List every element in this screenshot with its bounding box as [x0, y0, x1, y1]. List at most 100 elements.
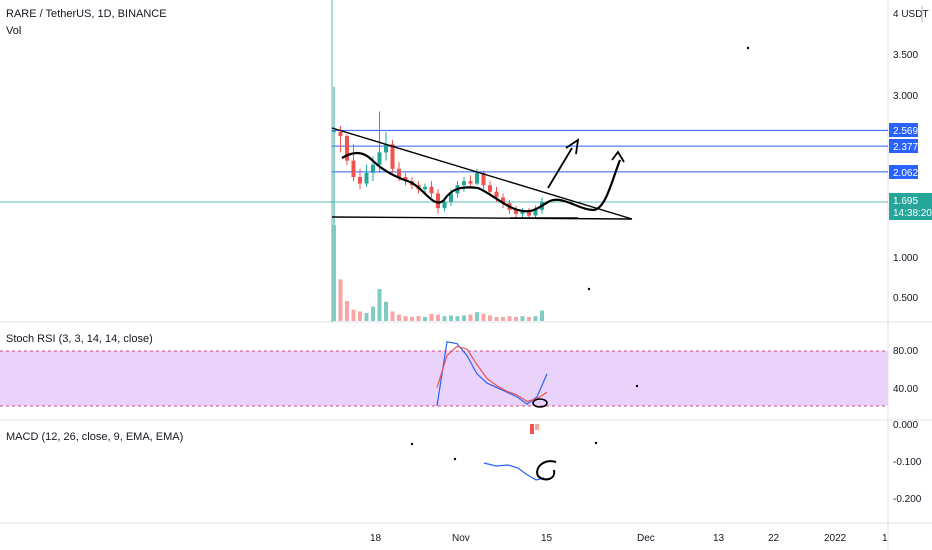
- stoch-tick: 80.00: [893, 346, 918, 357]
- candle-body: [468, 181, 473, 184]
- volume-bar: [429, 313, 434, 321]
- candle-body: [436, 193, 440, 209]
- volume-bar: [475, 312, 479, 321]
- macd-scribble-drawing[interactable]: [536, 460, 557, 481]
- volume-bar: [403, 316, 408, 321]
- candle-body: [345, 136, 349, 161]
- volume-bar: [358, 311, 362, 321]
- macd-histogram-bar: [535, 424, 539, 430]
- macd-tick: -0.200: [893, 494, 922, 505]
- level-price-label: 2.062: [893, 168, 918, 179]
- candle-body: [338, 131, 343, 136]
- macd-label: MACD (12, 26, close, 9, EMA, EMA): [6, 431, 183, 443]
- candle-body: [533, 209, 538, 216]
- volume-bar: [364, 313, 369, 321]
- stoch-circle-drawing[interactable]: [532, 398, 548, 408]
- current-price-label: 1.695: [893, 196, 918, 207]
- volume-bar: [397, 314, 401, 321]
- candle-body: [371, 164, 375, 173]
- wave-drawing[interactable]: [341, 151, 622, 213]
- candle-body: [429, 186, 434, 194]
- candle-body: [364, 172, 369, 184]
- candle-body: [462, 181, 466, 186]
- stoch-d-line: [436, 345, 548, 403]
- volume-bar: [507, 316, 512, 321]
- time-label: 2022: [824, 533, 847, 544]
- candle-body: [377, 152, 382, 165]
- volume-bar: [540, 310, 544, 321]
- candle-body: [449, 193, 453, 202]
- stoch-rsi-label: Stoch RSI (3, 3, 14, 14, close): [6, 333, 153, 345]
- time-label: 1: [882, 533, 888, 544]
- price-tick: 3.500: [893, 50, 918, 61]
- stoch-tick: 40.00: [893, 384, 918, 395]
- volume-bar: [345, 301, 349, 321]
- current-price-box: [889, 193, 932, 220]
- volume-bar: [462, 315, 466, 321]
- countdown-label: 14:38:20: [893, 208, 932, 219]
- volume-label: Vol: [6, 25, 21, 37]
- volume-bar: [468, 314, 473, 321]
- time-label: 15: [541, 533, 553, 544]
- candle-body: [475, 172, 479, 184]
- macd-tick: 0.000: [893, 420, 918, 431]
- level-price-box: [889, 139, 918, 153]
- volume-tick: 1.000: [893, 253, 918, 264]
- price-tick: 3.000: [893, 91, 918, 102]
- candle-body: [520, 211, 525, 214]
- candle-body: [527, 211, 531, 216]
- candle-body: [481, 172, 486, 186]
- volume-bar: [390, 311, 395, 321]
- time-label: Nov: [452, 533, 470, 544]
- volume-bar: [455, 316, 460, 321]
- volume-bar: [332, 225, 336, 321]
- volume-bar: [449, 315, 453, 321]
- candle-body: [494, 191, 499, 198]
- candle-body: [351, 160, 356, 177]
- time-label: Dec: [637, 533, 655, 544]
- volume-bar: [481, 313, 486, 321]
- macd-tick: -0.100: [893, 457, 922, 468]
- arrow-up-1-drawing[interactable]: [547, 138, 580, 189]
- volume-bar: [533, 316, 538, 321]
- arrow-up-2-drawing[interactable]: [611, 150, 625, 163]
- horizontal-levels[interactable]: [0, 129, 888, 203]
- volume-bar: [488, 315, 492, 321]
- volume-tick: 0.500: [893, 293, 918, 304]
- level-price-box: [889, 123, 918, 137]
- time-label: 18: [370, 533, 382, 544]
- candle-body: [423, 186, 427, 190]
- candle-body: [332, 131, 336, 133]
- stoch-k-line: [436, 341, 548, 407]
- volume-bar: [520, 316, 525, 321]
- candlestick-series: [332, 86, 544, 227]
- candle-body: [384, 144, 388, 153]
- candle-body: [390, 144, 395, 169]
- candle-body: [488, 185, 492, 192]
- volume-bar: [351, 309, 356, 321]
- level-price-label: 2.569: [893, 126, 918, 137]
- volume-bar: [338, 279, 343, 321]
- macd-histogram-bar: [530, 424, 534, 434]
- volume-bar: [384, 301, 388, 321]
- symbol-title: RARE / TetherUS, 1D, BINANCE: [6, 8, 167, 20]
- candle-body: [358, 177, 362, 184]
- volume-bar: [442, 316, 447, 321]
- stray-dots: [410, 46, 750, 461]
- level-price-label: 2.377: [893, 142, 918, 153]
- triangle-drawing[interactable]: [331, 127, 633, 220]
- price-unit-label: 4 USDT: [893, 9, 929, 20]
- volume-bar: [377, 289, 382, 321]
- volume-bar: [416, 316, 421, 321]
- candle-body: [397, 168, 401, 177]
- volume-bar: [527, 317, 531, 321]
- macd-line: [483, 462, 545, 481]
- time-label: 22: [768, 533, 780, 544]
- volume-bar: [423, 317, 427, 321]
- candle-body: [501, 197, 505, 204]
- volume-bar: [371, 306, 375, 321]
- volume-bar: [514, 317, 518, 321]
- volume-bar: [436, 314, 440, 321]
- volume-bar: [410, 317, 414, 321]
